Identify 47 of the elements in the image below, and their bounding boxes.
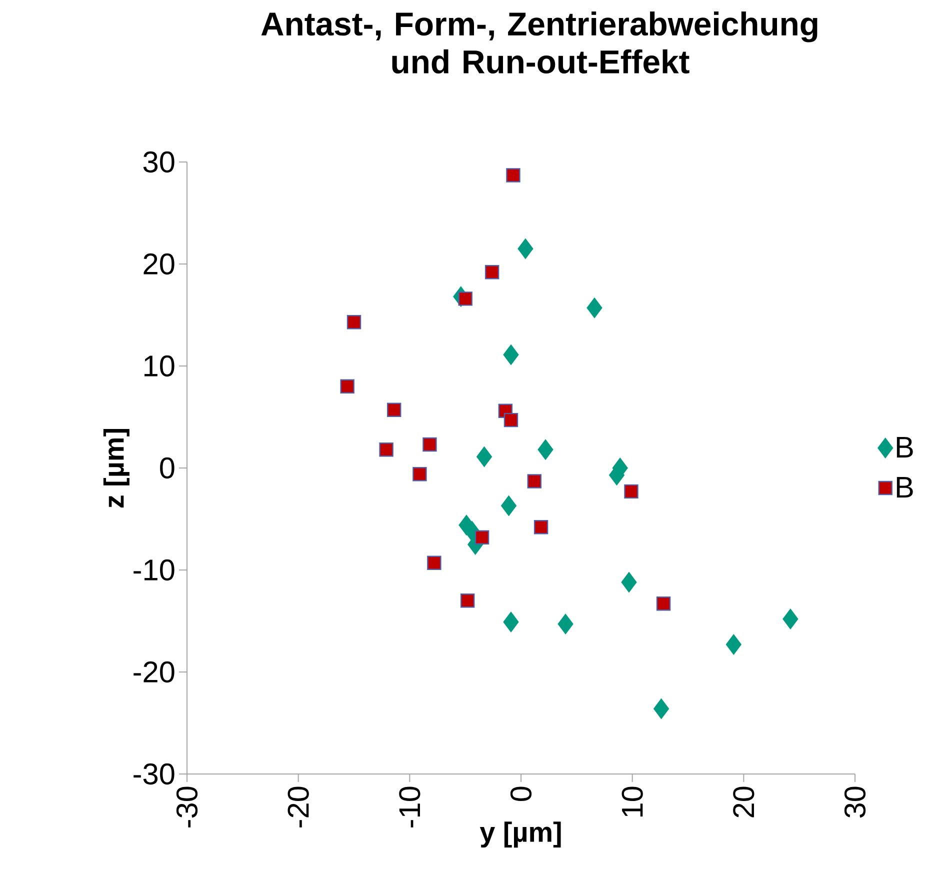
point bbox=[412, 467, 427, 482]
point bbox=[460, 594, 475, 608]
point bbox=[656, 596, 671, 611]
x-tick-label: 0 bbox=[510, 786, 532, 801]
y-tick-label: 30 bbox=[143, 151, 174, 173]
point bbox=[534, 520, 548, 534]
point bbox=[379, 442, 394, 457]
x-tick-label: 30 bbox=[844, 786, 866, 818]
y-tick-label: -30 bbox=[134, 763, 174, 785]
point bbox=[621, 572, 637, 592]
point bbox=[346, 315, 362, 330]
x-tick-label: 10 bbox=[622, 786, 643, 816]
point bbox=[726, 634, 742, 655]
point bbox=[503, 612, 519, 632]
point bbox=[538, 440, 554, 460]
point bbox=[474, 530, 490, 544]
point bbox=[501, 496, 516, 516]
legend-label: B bbox=[896, 476, 913, 498]
point bbox=[340, 379, 354, 394]
point bbox=[503, 344, 519, 365]
point bbox=[558, 614, 574, 634]
point bbox=[386, 402, 402, 417]
y-tick-label: 20 bbox=[144, 253, 174, 275]
point bbox=[782, 608, 798, 630]
point bbox=[458, 292, 472, 306]
point bbox=[422, 437, 437, 452]
x-axis-title: y [µm] bbox=[480, 822, 561, 848]
point bbox=[484, 265, 500, 280]
point bbox=[476, 446, 492, 467]
point bbox=[654, 698, 670, 719]
point bbox=[518, 238, 534, 259]
legend-label: B bbox=[896, 436, 913, 458]
y-tick-label: -20 bbox=[134, 661, 174, 683]
y-tick-label: 10 bbox=[144, 355, 174, 377]
chart-title: Antast-, Form-, Zentrierabweichung und Run-out-Effekt bbox=[261, 12, 818, 74]
point bbox=[506, 168, 520, 182]
point bbox=[427, 556, 442, 570]
x-tick-label: -20 bbox=[288, 786, 309, 828]
x-tick-label: 20 bbox=[733, 786, 754, 818]
y-tick-label: 0 bbox=[160, 457, 174, 479]
point bbox=[586, 298, 602, 318]
x-tick-label: -10 bbox=[399, 786, 420, 828]
point bbox=[624, 484, 638, 499]
point bbox=[527, 474, 542, 488]
point bbox=[504, 412, 518, 428]
y-tick-label: -10 bbox=[134, 559, 174, 581]
y-axis-title: z [µm] bbox=[103, 429, 130, 508]
